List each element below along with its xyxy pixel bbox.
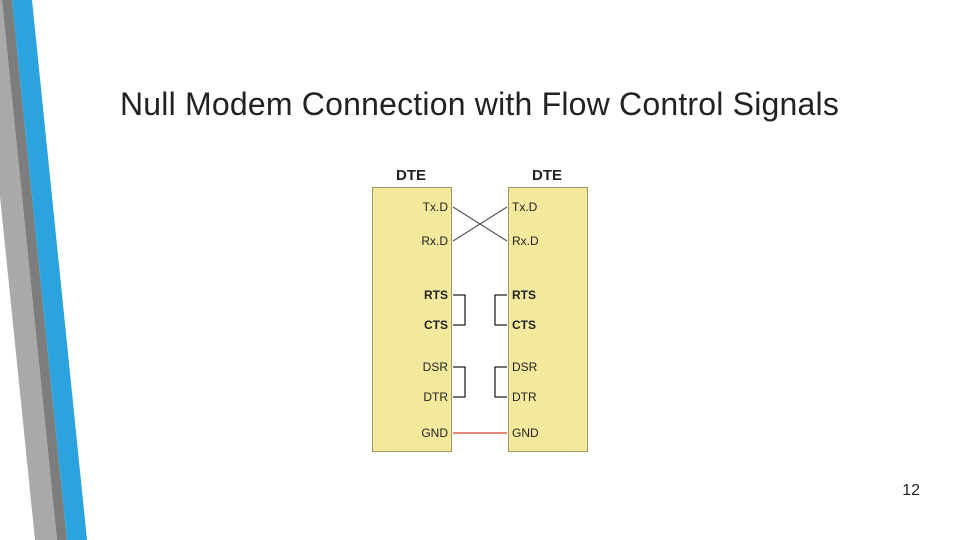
- pin-label-left-dtr: DTR: [423, 390, 448, 404]
- wire-loop-left-DSR-DTR: [453, 367, 465, 397]
- null-modem-diagram: DTE DTE Tx.DTx.DRx.DRx.DRTSRTSCTSCTSDSRD…: [330, 167, 630, 457]
- slide: Null Modem Connection with Flow Control …: [0, 0, 960, 540]
- pin-label-left-cts: CTS: [424, 318, 448, 332]
- pin-label-right-rxd: Rx.D: [512, 234, 539, 248]
- pin-label-left-dsr: DSR: [423, 360, 448, 374]
- pin-label-right-dtr: DTR: [512, 390, 537, 404]
- wire-loop-left-RTS-CTS: [453, 295, 465, 325]
- wire-loop-right-RTS-CTS: [495, 295, 507, 325]
- page-number: 12: [902, 482, 920, 500]
- pin-label-right-cts: CTS: [512, 318, 536, 332]
- wire-loop-right-DSR-DTR: [495, 367, 507, 397]
- pin-label-right-txd: Tx.D: [512, 200, 537, 214]
- pin-label-right-gnd: GND: [512, 426, 539, 440]
- pin-label-left-rxd: Rx.D: [421, 234, 448, 248]
- slide-title: Null Modem Connection with Flow Control …: [120, 86, 920, 123]
- wires-svg: [330, 167, 630, 457]
- pin-label-right-rts: RTS: [512, 288, 536, 302]
- pin-label-left-gnd: GND: [421, 426, 448, 440]
- pin-label-right-dsr: DSR: [512, 360, 537, 374]
- pin-label-left-txd: Tx.D: [423, 200, 448, 214]
- pin-label-left-rts: RTS: [424, 288, 448, 302]
